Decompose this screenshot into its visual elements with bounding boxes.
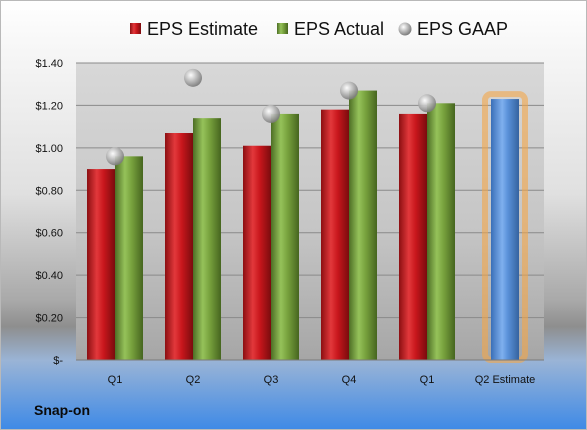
- x-tick-label: Q3: [264, 374, 279, 386]
- legend-swatch-eps-actual: [277, 23, 288, 34]
- x-tick-label: Q2 Estimate: [475, 374, 536, 386]
- x-tick-label: Q2: [186, 374, 201, 386]
- y-tick-label: $0.80: [35, 185, 63, 197]
- bar-eps-estimate: [399, 113, 427, 361]
- y-tick-label: $0.20: [35, 313, 63, 325]
- legend-label-eps-estimate: EPS Estimate: [147, 19, 258, 39]
- point-eps-gaap: [340, 81, 358, 100]
- point-eps-gaap: [262, 104, 280, 123]
- y-axis-labels: $- $0.20 $0.40 $0.60 $0.80 $1.00 $1.20 $1.40: [35, 58, 63, 367]
- x-axis-labels: Q1 Q2 Q3 Q4 Q1 Q2 Estimate: [108, 374, 536, 386]
- y-tick-label: $1.20: [35, 100, 63, 112]
- bar-q2-estimate: [491, 99, 519, 361]
- bar-eps-actual: [349, 90, 377, 360]
- bars: [87, 90, 528, 363]
- legend-marker-eps-gaap: [398, 22, 412, 36]
- plot-area: [76, 63, 544, 360]
- x-tick-label: Q1: [108, 374, 123, 386]
- legend: EPS Estimate EPS Actual EPS GAAP: [130, 19, 508, 39]
- bar-eps-estimate: [165, 133, 193, 360]
- y-tick-label: $0.60: [35, 228, 63, 240]
- gaap-points: [106, 68, 436, 166]
- y-tick-label: $0.40: [35, 270, 63, 282]
- x-tick-label: Q1: [420, 374, 435, 386]
- legend-swatch-eps-estimate: [130, 23, 141, 34]
- gridlines: [76, 62, 544, 319]
- bar-eps-actual: [271, 113, 299, 361]
- company-name: Snap-on: [34, 402, 90, 418]
- bar-eps-estimate: [321, 109, 349, 361]
- bar-eps-estimate: [87, 169, 115, 360]
- y-tick-label: $1.40: [35, 58, 63, 70]
- point-eps-gaap: [184, 68, 202, 87]
- y-tick-label: $1.00: [35, 143, 63, 155]
- y-tick-label: $-: [53, 355, 63, 367]
- point-eps-gaap: [418, 94, 436, 113]
- x-tick-label: Q4: [342, 374, 357, 386]
- legend-label-eps-actual: EPS Actual: [294, 19, 384, 39]
- bar-eps-actual: [115, 156, 143, 360]
- legend-label-eps-gaap: EPS GAAP: [417, 19, 508, 39]
- bar-eps-estimate: [243, 145, 271, 360]
- bar-eps-actual: [193, 118, 221, 361]
- bar-eps-actual: [427, 103, 455, 361]
- point-eps-gaap: [106, 147, 124, 166]
